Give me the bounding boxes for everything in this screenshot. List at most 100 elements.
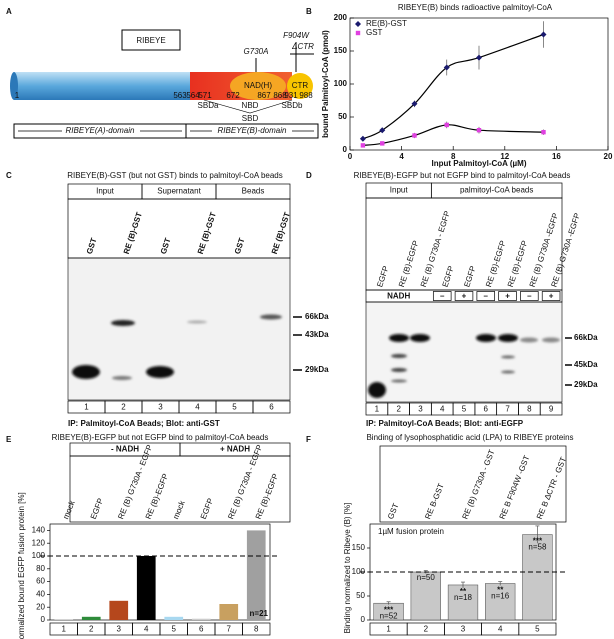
nadh-box — [476, 291, 496, 301]
size-marker: 45kDa — [574, 360, 598, 369]
lane-number: 5 — [535, 625, 540, 634]
band — [391, 379, 407, 383]
bar — [191, 618, 211, 620]
lane-number: 5 — [232, 403, 237, 412]
residue-number: 563 — [173, 91, 187, 100]
group-label: Beads — [242, 187, 265, 196]
lane-number: 1 — [62, 625, 67, 634]
lane-label: EGFP — [462, 265, 477, 288]
lane-label: GST — [85, 237, 99, 256]
residue-number: 988 — [299, 91, 313, 100]
nadh-box — [454, 291, 474, 301]
x-tick-label: 20 — [604, 152, 613, 161]
lane-label: EGFP — [89, 497, 106, 521]
band — [391, 354, 407, 358]
lane-label: RE (B)-EGFP — [397, 239, 421, 288]
panel-a: A RIBEYE NAD(H) CTR G730A F904W ΔCTR RIB… — [6, 7, 319, 139]
chart-title: Binding of lysophosphatidic acid (LPA) t… — [366, 433, 573, 442]
nadh-box — [432, 291, 452, 301]
point — [540, 31, 547, 38]
bar — [485, 583, 516, 621]
a-domain — [14, 72, 194, 100]
lane-label: RE (B)-EGFP — [506, 239, 530, 288]
lane-number: 3 — [117, 625, 122, 634]
lane-number: 4 — [144, 625, 149, 634]
x-tick-label: 16 — [552, 152, 561, 161]
lane-number: 8 — [254, 625, 259, 634]
group-label: + NADH — [220, 445, 250, 454]
bar — [164, 616, 184, 620]
x-axis-label: Input Palmitoyl-CoA (µM) — [432, 159, 527, 168]
lane-number: 5 — [172, 625, 177, 634]
lane-label: RE (B)-GST — [122, 211, 144, 255]
residue-number: 564 — [186, 91, 200, 100]
significance: ** — [497, 586, 504, 595]
y-tick-label: 50 — [338, 112, 347, 121]
lane-number: 1 — [84, 403, 89, 412]
band — [501, 355, 515, 359]
subdomain: SBDb — [282, 101, 303, 110]
bar — [410, 571, 441, 621]
y-axis-label: bound Palmitoyl-CoA (pmol) — [321, 30, 330, 138]
panel-label: A — [6, 7, 12, 16]
point — [541, 129, 546, 135]
lane-label: GST — [233, 237, 247, 256]
point — [411, 100, 418, 107]
nadh-box — [498, 291, 517, 301]
panel-label: C — [6, 171, 12, 180]
lane-number: 2 — [424, 625, 429, 634]
chart-title: RIBEYE(B)-EGFP but not EGFP bind to palm… — [52, 433, 269, 442]
bar — [219, 604, 239, 620]
band — [391, 368, 407, 372]
panel-label: F — [306, 435, 311, 444]
band — [389, 334, 409, 342]
y-tick-label: 100 — [32, 551, 46, 560]
bar — [109, 600, 129, 620]
y-tick-label: 100 — [352, 567, 366, 576]
title-box — [121, 29, 181, 51]
point — [380, 141, 385, 146]
y-tick-label: 200 — [334, 13, 348, 22]
lane-number: 7 — [505, 405, 510, 414]
nadh-domain — [230, 72, 286, 100]
lane-label-box — [67, 198, 291, 259]
band — [111, 320, 135, 326]
caption: IP: Palmitoyl-CoA Beads; Blot: anti-EGFP — [366, 419, 524, 428]
mutation: ΔCTR — [291, 42, 314, 51]
annotation: n=21 — [250, 609, 269, 618]
lane-number: 2 — [89, 625, 94, 634]
nadh-sign: – — [440, 292, 445, 301]
region-label: RIBEYE(A)-domain — [66, 126, 135, 135]
lane-label: RE B-GST — [423, 482, 446, 521]
lane-number: 1 — [386, 625, 391, 634]
y-tick-label: 150 — [334, 46, 348, 55]
lane-number: 8 — [527, 405, 532, 414]
lane-label: EGFP — [199, 497, 216, 521]
bar — [81, 616, 101, 620]
y-tick-label: 120 — [32, 538, 46, 547]
nadh-sign: + — [462, 292, 467, 301]
band — [542, 337, 560, 343]
nadh-sign: – — [484, 292, 489, 301]
ctr-domain — [287, 73, 313, 99]
subdomain: SBDa — [198, 101, 219, 110]
lane-number: 6 — [269, 403, 274, 412]
lane-label: GST — [159, 237, 173, 256]
significance: *** — [533, 537, 543, 546]
residue-number: 1 — [15, 91, 20, 100]
band — [146, 366, 174, 378]
fit-curve — [362, 124, 544, 146]
size-marker: 29kDa — [305, 365, 329, 374]
band — [498, 334, 518, 342]
point — [379, 127, 386, 134]
y-axis-label: Binding normalized to Ribeye (B) [%] — [343, 503, 352, 634]
group-label: Supernatant — [157, 187, 201, 196]
residue-number: 672 — [226, 91, 240, 100]
n-label: n=16 — [491, 592, 510, 601]
legend-label: GST — [366, 28, 383, 37]
lane-label: RE (B)-EGFP — [484, 239, 508, 288]
mutation: F904W — [283, 31, 310, 40]
significance: ** — [460, 587, 467, 596]
group-box — [179, 442, 291, 457]
